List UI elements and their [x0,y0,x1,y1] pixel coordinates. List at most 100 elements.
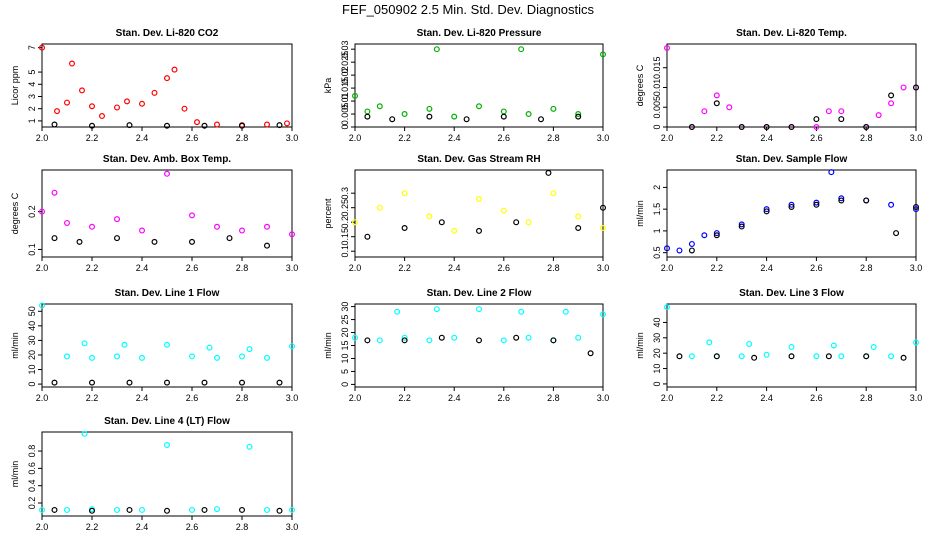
x-tick-label: 2.6 [498,393,511,403]
y-tick-label: 0.005 [340,103,350,126]
data-point-series-0 [763,206,770,213]
data-point-series-0 [164,441,171,448]
data-point-series-0 [500,337,507,344]
data-point-series-0 [189,506,196,513]
panel-title: Stan. Dev. Line 4 (LT) Flow [104,416,230,427]
data-point-series-1 [713,100,720,107]
data-point-series-0 [688,353,695,360]
y-tick-label: 7 [27,45,37,50]
plot-frame [666,303,917,388]
y-tick-label: 0.25 [340,199,350,217]
data-point-series-1 [476,337,483,344]
data-point-series-1 [513,334,520,341]
data-point-series-0 [121,341,128,348]
data-point-series-0 [352,219,359,226]
x-tick-label: 2.0 [36,133,49,143]
y-tick-label: 0.1 [340,245,350,258]
data-point-series-0 [189,212,196,219]
data-point-series-0 [738,353,745,360]
data-point-series-0 [900,84,907,91]
y-tick-label: 2 [652,185,662,190]
x-tick-label: 2.6 [498,263,511,273]
y-tick-label: 40 [27,321,37,331]
data-point-series-0 [550,105,557,112]
y-tick-label: 30 [27,335,37,345]
x-tick-label: 3.0 [910,133,923,143]
x-tick-label: 2.6 [186,522,199,532]
data-point-series-0 [113,506,120,513]
data-point-series-0 [264,506,271,513]
data-point-series-0 [139,354,146,361]
x-tick-label: 2.8 [236,263,249,273]
data-point-series-0 [289,231,296,238]
data-point-series-1 [51,379,58,386]
panel-3: Stan. Dev. Amb. Box Temp. 2.0 2.2 2.4 2.6 2.8… [10,154,298,273]
x-tick-label: 2.8 [236,133,249,143]
data-point-series-0 [888,100,895,107]
data-point-series-0 [139,227,146,234]
y-tick-label: 0.2 [27,205,37,218]
x-tick-label: 2.2 [398,263,411,273]
data-point-series-0 [912,206,919,213]
data-point-series-0 [394,308,401,315]
plot-frame [354,169,604,258]
data-point-series-0 [376,103,383,110]
y-axis-label: ml/min [10,332,20,359]
y-axis-label: degrees C [10,192,20,234]
panel-title: Stan. Dev. Amb. Box Temp. [103,154,231,165]
data-point-series-1 [676,353,683,360]
y-tick-label: 40 [652,317,662,327]
y-tick-label: 0.03 [340,40,350,58]
data-point-series-1 [276,379,283,386]
y-tick-label: 1 [27,118,37,123]
panel-title: Stan. Dev. Li-820 Pressure [417,28,542,39]
y-tick-label: 3 [27,94,37,99]
data-point-series-1 [389,116,396,123]
plot-frame [354,43,604,128]
x-tick-label: 2.4 [760,263,773,273]
y-tick-label: 15 [340,340,350,350]
panel-7: Stan. Dev. Line 2 Flow 2.0 2.2 2.4 2.6 2.8 3.0… [323,288,609,403]
data-point-series-0 [888,201,895,208]
data-point-series-1 [813,201,820,208]
x-tick-label: 2.8 [236,393,249,403]
data-point-series-0 [401,111,408,118]
x-tick-label: 2.4 [136,522,149,532]
y-tick-label: 1 [652,228,662,233]
x-tick-label: 3.0 [286,263,299,273]
data-point-series-0 [562,308,569,315]
data-point-series-1 [738,123,745,130]
y-tick-label: 10 [340,353,350,363]
x-tick-label: 3.0 [597,263,610,273]
data-point-series-0 [376,204,383,211]
data-point-series-0 [63,219,70,226]
data-point-series-0 [401,334,408,341]
y-tick-label: 30 [340,302,350,312]
data-point-series-0 [518,308,525,315]
data-point-series-0 [53,108,60,115]
data-point-series-1 [364,113,371,120]
y-tick-label: 0.15 [340,228,350,246]
data-point-series-0 [713,230,720,237]
data-point-series-0 [788,201,795,208]
panel-9: Stan. Dev. Line 4 (LT) Flow 2.0 2.2 2.4 2.6 2… [10,416,298,532]
data-point-series-1 [88,379,95,386]
data-point-series-0 [364,108,371,115]
data-point-series-1 [201,506,208,513]
data-point-series-1 [575,225,582,232]
data-point-series-0 [599,51,606,58]
data-point-series-1 [763,208,770,215]
data-point-series-0 [838,353,845,360]
data-point-series-1 [401,225,408,232]
data-point-series-0 [875,112,882,119]
data-point-series-0 [788,344,795,351]
y-tick-label: 20 [340,328,350,338]
data-point-series-0 [214,121,221,128]
data-point-series-0 [139,100,146,107]
data-point-series-0 [500,207,507,214]
data-point-series-1 [113,235,120,242]
data-point-series-0 [113,353,120,360]
panel-2: Stan. Dev. Li-820 Temp. 2.0 2.2 2.4 2.6 2.8 3.… [635,28,922,143]
data-point-series-1 [126,506,133,513]
x-tick-label: 2.0 [661,133,674,143]
